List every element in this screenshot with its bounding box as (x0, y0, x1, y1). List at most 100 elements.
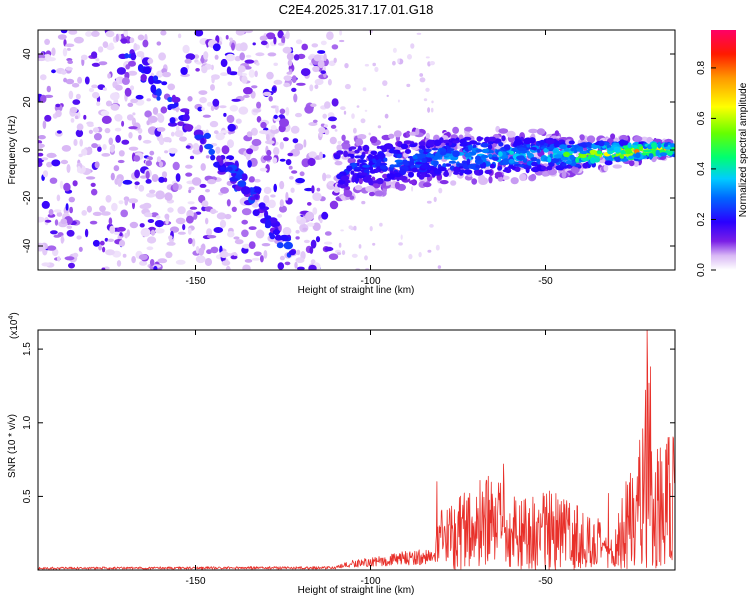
noise-cell (283, 82, 291, 88)
y-tick-label: 20 (22, 96, 33, 108)
noise-cell (312, 192, 322, 201)
speckle-cell (344, 83, 351, 90)
trace-cell (343, 150, 349, 158)
noise-cell (244, 30, 253, 34)
noise-cell (212, 43, 221, 52)
noise-cell (185, 145, 191, 149)
speckle-cell (411, 186, 414, 192)
y-tick-label: 1.0 (22, 415, 33, 429)
noise-cell (166, 241, 176, 246)
noise-cell (263, 195, 270, 204)
noise-cell (291, 170, 298, 174)
snr-y-ticks: 0.5 1.0 1.5 (22, 342, 675, 503)
trace-cell (501, 135, 506, 142)
trace-halo-cell (388, 133, 395, 139)
noise-cell (253, 251, 262, 257)
speckle-cell (356, 105, 360, 108)
noise-cell (268, 96, 273, 102)
trace-cell (625, 148, 632, 155)
trace-cell (618, 139, 626, 146)
noise-cell (76, 123, 84, 131)
speckle-cell (374, 66, 379, 73)
trace-halo-cell (394, 181, 401, 190)
trace-cell (393, 172, 402, 178)
noise-cell (246, 131, 253, 138)
trace-halo-cell (464, 126, 473, 132)
noise-cell (241, 229, 249, 238)
noise-cell (320, 40, 327, 46)
speckle-cell (431, 100, 434, 104)
trace-cell (418, 149, 424, 154)
noise-cell (319, 217, 323, 224)
noise-cell (138, 254, 148, 261)
noise-cell (128, 60, 136, 67)
noise-cell (111, 202, 118, 212)
noise-cell (109, 92, 120, 101)
x-tick-label: -100 (360, 576, 380, 587)
noise-cell (307, 157, 316, 167)
noise-cell (270, 125, 277, 131)
noise-cell (99, 205, 106, 213)
colorbar-gradient (711, 30, 736, 270)
noise-cell (56, 130, 62, 134)
trace-cell (659, 152, 668, 157)
noise-cell (185, 53, 196, 61)
trace-cell (620, 149, 626, 155)
noise-cell (295, 39, 303, 45)
noise-cell (121, 77, 130, 85)
noise-cell (279, 118, 290, 128)
noise-cell (41, 262, 51, 267)
trace-cell (460, 169, 465, 174)
noise-cell (142, 202, 152, 209)
trace-cell (484, 169, 493, 175)
noise-cell (129, 85, 135, 91)
noise-cell (260, 40, 268, 46)
noise-cell (145, 160, 152, 167)
noise-cell (287, 59, 293, 67)
noise-cell (304, 105, 314, 114)
noise-cell (277, 262, 285, 270)
noise-cell (273, 114, 278, 119)
noise-cell (154, 228, 165, 234)
noise-cell (326, 31, 334, 40)
trace-cell (568, 140, 575, 145)
trace-cell (514, 167, 521, 172)
trace-cell (563, 148, 571, 152)
noise-cell (279, 205, 287, 213)
noise-cell (72, 99, 81, 105)
noise-cell (251, 85, 258, 89)
noise-cell (167, 207, 174, 213)
trace-cell (448, 160, 457, 164)
trace-cell (569, 154, 575, 161)
speckle-cell (400, 234, 403, 240)
trace-cell (466, 158, 471, 166)
noise-cell (291, 75, 297, 83)
trace-cell (657, 141, 662, 149)
noise-cell (151, 174, 159, 182)
speckle-cell (410, 43, 415, 49)
noise-cell (44, 219, 52, 223)
noise-cell (91, 51, 98, 59)
noise-cell (46, 245, 57, 251)
streak-cell (148, 75, 155, 85)
trace-cell (507, 165, 517, 169)
noise-cell (223, 112, 227, 117)
spectrogram-y-ticks: -40 -20 0 20 40 (22, 48, 675, 253)
noise-cell (88, 87, 95, 93)
speckle-cell (407, 54, 412, 60)
trace-cell (425, 148, 432, 153)
noise-cell (124, 232, 129, 239)
trace-cell (354, 166, 361, 170)
noise-cell (97, 46, 104, 53)
noise-cell (96, 101, 101, 107)
trace-halo-cell (333, 186, 341, 193)
noise-cell (256, 101, 262, 109)
trace-halo-cell (422, 182, 432, 188)
noise-cell (53, 209, 62, 213)
noise-cell (195, 255, 206, 264)
trace-cell (408, 171, 414, 178)
noise-cell (263, 250, 268, 259)
speckle-cell (437, 265, 442, 269)
trace-cell (444, 153, 453, 157)
noise-cell (177, 206, 186, 215)
